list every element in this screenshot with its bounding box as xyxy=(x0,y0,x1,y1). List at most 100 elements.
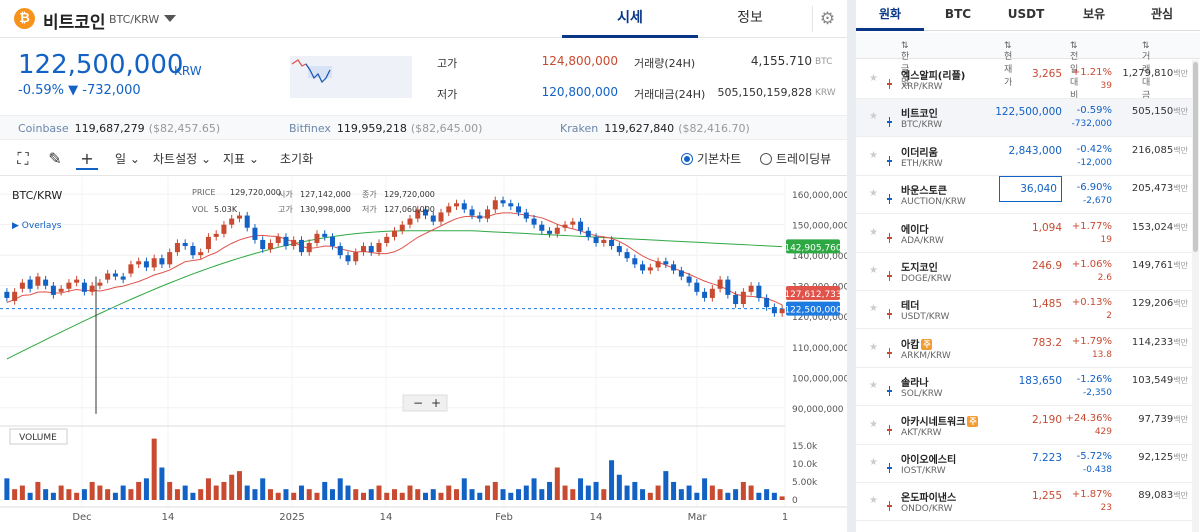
market-row[interactable]: ★ 아캄 주 ARKM/KRW 783.2 +1.79% 13.8 114,233백만 xyxy=(856,330,1192,368)
overlays-toggle[interactable]: ▶ Overlays xyxy=(12,221,62,231)
star-icon[interactable]: ★ xyxy=(869,495,878,507)
zoom-in-icon[interactable]: + xyxy=(431,396,441,410)
tab-holdings[interactable]: 보유 xyxy=(1082,7,1106,21)
star-icon[interactable]: ★ xyxy=(869,457,878,468)
ohlc-label: VOL xyxy=(192,205,209,214)
candle xyxy=(485,209,491,219)
x-tick-label: 14 xyxy=(380,512,393,523)
candle xyxy=(291,239,297,247)
market-row[interactable]: ★ 솔라나 SOL/KRW 183,650 -1.26% -2,350 103,549백만 xyxy=(856,368,1192,407)
star-icon[interactable]: ★ xyxy=(869,265,878,276)
star-icon[interactable]: ★ xyxy=(869,111,878,123)
period-select[interactable]: 일 ⌄ xyxy=(115,152,140,166)
star-icon[interactable]: ★ xyxy=(869,418,878,430)
volume-bar xyxy=(35,481,41,500)
tab-btc[interactable]: BTC xyxy=(944,7,972,21)
price-chart[interactable]: 160,000,000150,000,000140,000,000130,000… xyxy=(0,177,847,532)
star-icon[interactable]: ★ xyxy=(869,303,878,315)
price-unit: KRW xyxy=(174,64,202,78)
candle xyxy=(539,224,545,231)
star-icon[interactable]: ★ xyxy=(869,188,878,200)
candle xyxy=(27,279,33,289)
market-row[interactable]: ★ 엑스알피(리플) XRP/KRW 3,265 +1.21% 39 1,279,810백만 xyxy=(856,61,1192,99)
tab-krw[interactable]: 원화 xyxy=(856,0,924,31)
candle xyxy=(624,252,630,259)
zoom-out-icon[interactable]: − xyxy=(413,396,423,410)
ma-short-line xyxy=(6,212,783,306)
volume-bar xyxy=(376,485,382,500)
star-icon[interactable]: ★ xyxy=(869,380,878,392)
market-row[interactable]: ★ 에이다 ADA/KRW 1,094 +1.77% 19 153,024백만 xyxy=(856,215,1192,253)
star-icon[interactable]: ★ xyxy=(869,226,878,238)
x-tick-label: Dec xyxy=(72,512,91,523)
candle xyxy=(671,264,677,271)
volume-bar xyxy=(306,489,312,500)
candle xyxy=(97,282,103,286)
col-change[interactable]: 전일대비 ⇅ xyxy=(1070,41,1079,101)
coin-price: 1,485 xyxy=(1031,298,1062,311)
indicators-button[interactable]: 지표 ⌄ xyxy=(223,152,259,166)
col-volume[interactable]: 거래대금 ⇅ xyxy=(1142,41,1151,101)
star-icon[interactable]: ★ xyxy=(869,341,878,353)
volume-bar xyxy=(585,485,591,500)
volume-bar xyxy=(159,467,165,500)
gear-icon[interactable]: ⚙ xyxy=(812,6,842,32)
volume-bar xyxy=(601,489,607,500)
volume-bar xyxy=(291,492,297,500)
market-row[interactable]: ★ 테더 USDT/KRW 1,485 +0.13% 2 129,206백만 xyxy=(856,291,1192,330)
zoom-controls[interactable] xyxy=(402,394,448,412)
chevron-down-icon[interactable] xyxy=(164,15,176,22)
coin-change-diff: 429 xyxy=(1094,426,1112,437)
tradingview-radio[interactable]: 트레이딩뷰 xyxy=(760,150,831,167)
market-row[interactable]: ★ 바운스토큰 AUCTION/KRW 36,040 -6.90% -2,670 205,4… xyxy=(856,176,1192,215)
candle xyxy=(167,252,173,265)
candle xyxy=(756,285,762,298)
market-row[interactable]: ★ 아카시네트워크 주 AKT/KRW 2,190 +24.36% 429 97,739백만 xyxy=(856,407,1192,445)
star-icon[interactable]: ★ xyxy=(869,73,878,84)
market-row[interactable]: ★ 도지코인 DOGE/KRW 246.9 +1.06% 2.6 149,761백만 xyxy=(856,253,1192,291)
coin-change-rate: +24.36% xyxy=(1065,412,1112,424)
scrollbar[interactable] xyxy=(1192,60,1199,532)
chart-settings-button[interactable]: 차트설정 ⌄ xyxy=(153,152,212,166)
volume-bar xyxy=(66,489,72,500)
market-tabs: 원화 BTC USDT 보유 관심 xyxy=(856,0,1200,31)
coin-change-rate: -6.90% xyxy=(1076,182,1112,194)
coin-volume: 92,125백만 xyxy=(1138,452,1188,463)
price-tag xyxy=(786,239,840,254)
market-row[interactable]: ★ 온도파이낸스 ONDO/KRW 1,255 +1.87% 23 89,083백만 xyxy=(856,483,1192,522)
coin-title[interactable]: 비트코인 xyxy=(43,13,106,33)
volume-bar xyxy=(97,485,103,500)
price-tag-label: 122,500,000 xyxy=(784,306,842,316)
market-row[interactable]: ★ 아이오에스티 IOST/KRW 7.223 -5.72% -0.438 92,125백만 xyxy=(856,445,1192,483)
basic-chart-radio[interactable]: 기본차트 xyxy=(681,150,741,167)
market-row[interactable]: ★ 비트코인 BTC/KRW 122,500,000 -0.59% -732,000 505… xyxy=(856,99,1192,138)
star-icon[interactable]: ★ xyxy=(869,149,878,161)
pencil-icon[interactable]: ✎ xyxy=(48,149,62,168)
col-price[interactable]: 현재가 ⇅ xyxy=(1004,41,1013,88)
candle xyxy=(322,233,328,237)
volume-bar xyxy=(531,478,537,500)
reset-button[interactable]: 초기화 xyxy=(280,152,314,166)
tab-info[interactable]: 정보 xyxy=(737,10,763,26)
volume-label: VOLUME xyxy=(19,433,57,443)
volume-bar xyxy=(407,485,413,500)
candle-icon xyxy=(887,189,892,205)
col-name[interactable]: 한글명 ⇅ xyxy=(901,41,910,88)
coin-name: 에이다 xyxy=(901,224,929,236)
volume-bar xyxy=(740,481,746,500)
candle xyxy=(267,242,273,250)
trading-panel: ₿ 비트코인 BTC/KRW 시세 정보 ⚙ 122,500,000 KRW -… xyxy=(0,0,847,532)
coin-change-rate: -0.59% xyxy=(1076,105,1112,117)
candle xyxy=(593,236,599,243)
volume-bar xyxy=(229,474,235,500)
coin-pair: IOST/KRW xyxy=(901,466,946,476)
candle-icon xyxy=(887,74,892,89)
fullscreen-icon[interactable]: ⛶ xyxy=(17,149,29,168)
market-row[interactable]: ★ 이더리움 ETH/KRW 2,843,000 -0.42% -12,000 216,08… xyxy=(856,138,1192,176)
tab-usdt[interactable]: USDT xyxy=(1007,7,1045,21)
tab-quotes[interactable]: 시세 xyxy=(562,0,698,38)
tab-favorites[interactable]: 관심 xyxy=(1150,7,1174,21)
volume-bar xyxy=(143,478,149,500)
volume-bar xyxy=(647,492,653,500)
crosshair-icon[interactable]: + xyxy=(76,148,98,170)
